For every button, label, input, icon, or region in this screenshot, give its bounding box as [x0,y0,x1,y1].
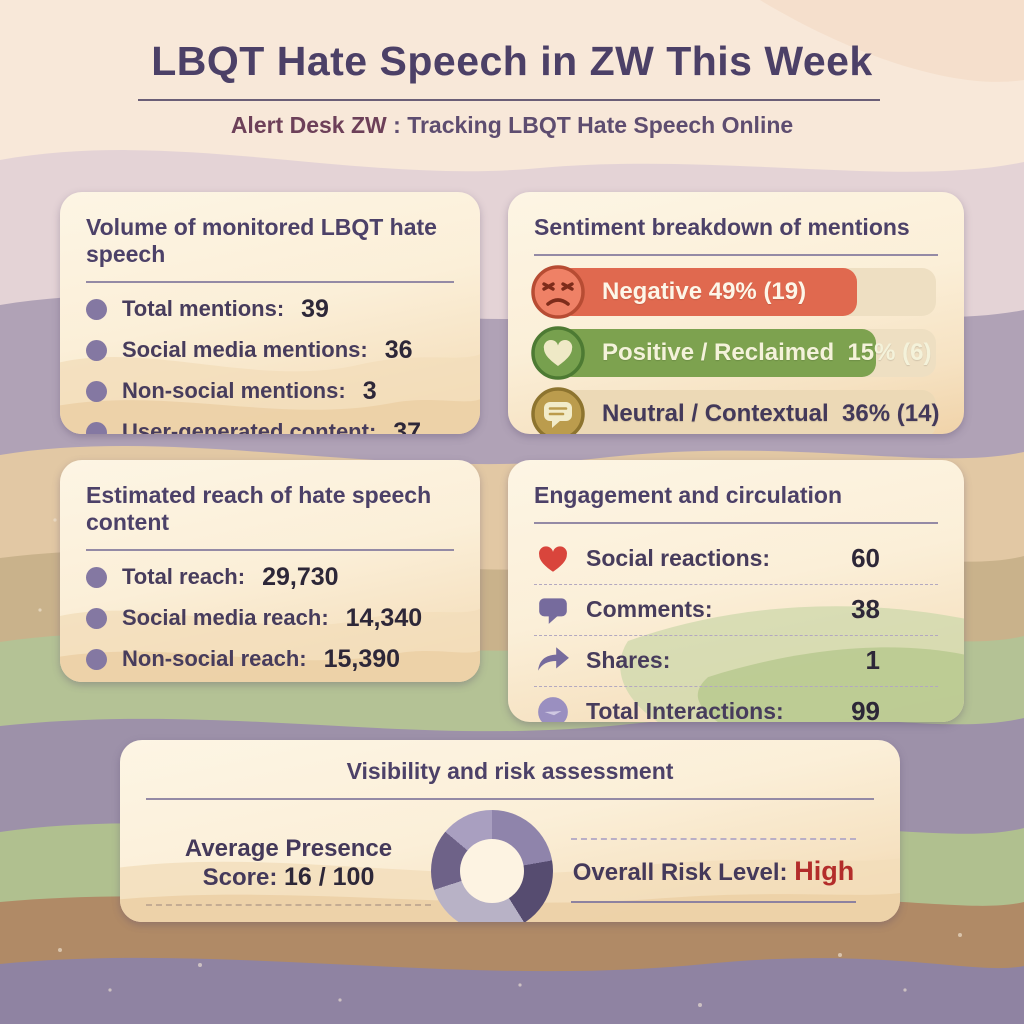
stat-row-ugc: User-generated content: 37 [86,417,454,435]
stat-row-social-reach: Social media reach: 14,340 [86,604,454,633]
bar-fill: Neutral / Contextual 36% (14) [558,389,940,434]
reach-card-heading: Estimated reach of hate speech content [86,482,432,535]
risk-level-block: Overall Risk Level: High [553,838,874,903]
bullet-icon [86,648,107,670]
bar-track: Positive / Reclaimed 15% (6) [558,328,936,377]
stat-value: 37 [393,417,422,435]
heading-divider [534,522,938,524]
heading-divider [86,549,454,551]
solid-divider [571,901,856,903]
engagement-value: 99 [851,696,880,722]
bar-track: Neutral / Contextual 36% (14) [558,389,940,434]
engagement-label: Comments: [586,596,713,622]
stat-value: 39 [301,294,329,323]
sentiment-bar-positive: Positive / Reclaimed 15% (6) [531,325,938,380]
heart-icon [531,325,585,380]
stat-row-nonsocial-reach: Non-social reach: 15,390 [86,645,454,674]
page-subtitle: Alert Desk ZW : Tracking LBQT Hate Speec… [0,112,1024,139]
heading-divider [86,281,454,283]
reach-card: Estimated reach of hate speech content T… [60,460,480,682]
dashed-divider [146,904,431,906]
stat-row-total-reach: Total reach: 29,730 [86,563,454,592]
brand-name: Alert Desk ZW [230,112,387,138]
stat-value: 29,730 [262,562,339,591]
volume-card-heading: Volume of monitored LBQT hate speech [86,214,437,267]
stat-label: Non-social mentions: [122,378,346,403]
speech-bubble-icon [531,386,585,434]
volume-card: Volume of monitored LBQT hate speech Tot… [60,192,480,434]
bar-track: Negative 49% (19) [558,267,936,316]
stat-row-nonsocial-mentions: Non-social mentions: 3 [86,377,454,406]
bar-label: Negative 49% (19) [602,277,807,305]
engagement-card-heading: Engagement and circulation [534,482,843,508]
engagement-value: 60 [851,543,880,573]
sentiment-card-heading: Sentiment breakdown of mentions [534,214,910,240]
engagement-label: Total Interactions: [586,698,784,722]
title-divider [138,99,880,101]
bar-fill: Positive / Reclaimed 15% (6) [558,328,932,377]
stat-value: 36 [384,335,413,364]
risk-card-body: Average Presence Score: 16 / 100 Overall… [146,809,874,922]
bullet-icon [86,380,107,402]
engagement-value: 1 [865,645,880,675]
angry-face-icon [531,264,585,319]
comment-icon [539,597,567,624]
presence-score-block: Average Presence Score: 16 / 100 [146,835,431,906]
stat-label: Non-social reach: [122,646,307,671]
donut-hole [460,838,524,903]
bar-fill: Negative 49% (19) [558,267,857,316]
risk-card: Visibility and risk assessment Average P… [120,740,900,922]
bullet-icon [86,421,107,434]
dashed-divider [571,838,856,840]
subtitle-text: : Tracking LBQT Hate Speech Online [386,112,794,138]
bar-label: Neutral / Contextual 36% (14) [602,399,940,427]
risk-level-value: High [794,856,855,886]
sentiment-bar-neutral: Neutral / Contextual 36% (14) [531,386,940,434]
bullet-icon [86,566,107,588]
engagement-label: Shares: [586,647,671,673]
risk-card-heading: Visibility and risk assessment [346,758,674,784]
presence-score-label: Average Presence Score: [184,835,393,891]
stat-row-total-mentions: Total mentions: 39 [86,295,454,324]
stat-value: 3 [362,376,377,405]
stat-row-social-mentions: Social media mentions: 36 [86,336,454,365]
stat-label: Total reach: [122,564,246,589]
engagement-label: Social reactions: [586,545,771,571]
engagement-card: Engagement and circulation Social reacti… [508,460,964,722]
bullet-icon [86,607,107,629]
stat-value: 14,340 [345,603,423,632]
engagement-row-total: Total Interactions: 99 [534,687,938,722]
bullet-icon [86,298,107,320]
sentiment-card: Sentiment breakdown of mentions Negative… [508,192,964,434]
engagement-row-reactions: Social reactions: 60 [534,534,938,585]
stat-label: User-generated content: [122,419,377,434]
heading-divider [534,254,938,256]
engagement-row-comments: Comments: 38 [534,585,938,636]
heart-icon [539,545,567,572]
presence-donut-chart [431,809,553,922]
engagement-value: 38 [851,594,880,624]
risk-level-label: Overall Risk Level: [572,859,788,886]
bar-label: Positive / Reclaimed 15% (6) [602,338,932,366]
interactions-icon [538,696,568,722]
presence-score-value: 16 / 100 [284,863,375,891]
heading-divider [146,798,874,800]
share-icon [538,646,569,671]
stat-value: 15,390 [323,644,401,673]
stat-label: Total mentions: [122,296,285,321]
bullet-icon [86,339,107,361]
sentiment-bar-negative: Negative 49% (19) [531,264,938,319]
stat-label: Social media mentions: [122,337,368,362]
engagement-row-shares: Shares: 1 [534,636,938,687]
stat-label: Social media reach: [122,605,329,630]
page-title: LBQT Hate Speech in ZW This Week [151,38,873,84]
